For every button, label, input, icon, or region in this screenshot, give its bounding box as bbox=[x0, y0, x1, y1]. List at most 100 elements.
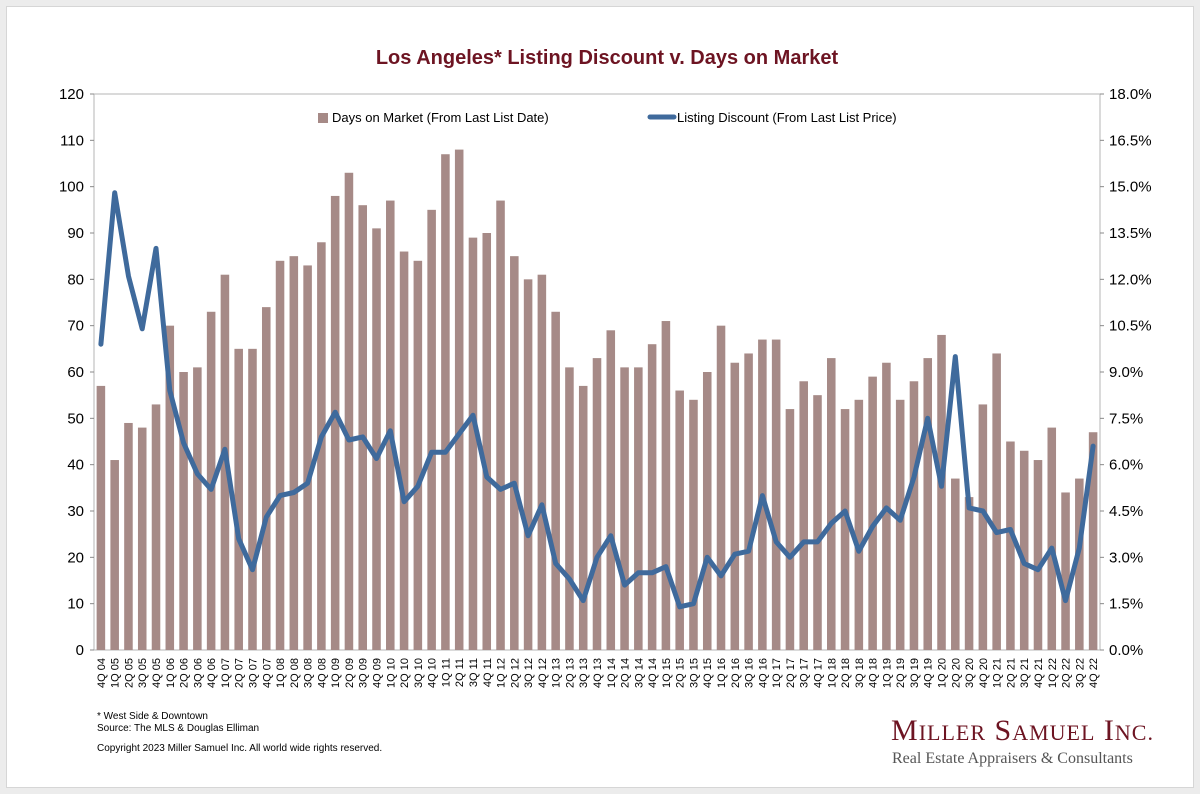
right-axis-tick-label: 12.0% bbox=[1109, 271, 1152, 288]
bar-2q-20 bbox=[951, 478, 960, 650]
x-axis-tick-label: 2Q 17 bbox=[785, 658, 797, 688]
left-axis-tick-label: 40 bbox=[67, 457, 84, 474]
bar-3q-08 bbox=[303, 265, 312, 650]
bar-4q-15 bbox=[702, 372, 712, 650]
bar-2q-10 bbox=[399, 251, 409, 651]
chart-frame: Los Angeles* Listing Discount v. Days on… bbox=[6, 6, 1194, 788]
bar-2q-06 bbox=[179, 372, 188, 650]
right-axis-tick-label: 16.5% bbox=[1109, 132, 1152, 149]
x-axis-tick-label: 1Q 14 bbox=[606, 658, 618, 688]
bar-1q-06 bbox=[165, 325, 175, 650]
bar-3q-21 bbox=[1019, 450, 1029, 650]
bar-4q-19 bbox=[923, 358, 933, 650]
x-axis-tick-label: 1Q 17 bbox=[771, 658, 783, 688]
x-axis-tick-label: 2Q 14 bbox=[620, 658, 632, 688]
bar-2q-05 bbox=[124, 422, 133, 650]
bar-1q-10 bbox=[386, 200, 395, 651]
left-axis-tick-label: 30 bbox=[67, 503, 84, 520]
x-axis-tick-label: 4Q 13 bbox=[592, 658, 604, 688]
x-axis-tick-label: 3Q 11 bbox=[468, 658, 480, 687]
bar-2q-21 bbox=[1006, 441, 1015, 650]
bar-1q-18 bbox=[827, 358, 836, 650]
x-axis-tick-label: 3Q 09 bbox=[358, 658, 370, 688]
x-axis-tick-label: 3Q 15 bbox=[688, 658, 700, 688]
x-axis-tick-label: 4Q 22 bbox=[1088, 658, 1100, 688]
x-axis-tick-label: 1Q 09 bbox=[330, 658, 342, 688]
bar-3q-17 bbox=[799, 381, 808, 650]
x-axis-tick-label: 2Q 06 bbox=[179, 658, 191, 688]
bar-3q-19 bbox=[909, 381, 919, 650]
x-axis-tick-label: 2Q 09 bbox=[344, 658, 356, 688]
x-axis-tick-label: 4Q 15 bbox=[702, 658, 714, 688]
footnote-copyright: Copyright 2023 Miller Samuel Inc. All wo… bbox=[97, 743, 383, 754]
x-axis-tick-label: 3Q 14 bbox=[633, 658, 645, 688]
chart: Los Angeles* Listing Discount v. Days on… bbox=[59, 47, 1152, 688]
right-axis-tick-label: 13.5% bbox=[1109, 225, 1152, 242]
bar-2q-17 bbox=[785, 409, 795, 650]
company-logo-name: MILLER SAMUEL INC. bbox=[891, 714, 1154, 747]
x-axis-tick-label: 3Q 21 bbox=[1019, 658, 1031, 688]
bar-3q-20 bbox=[964, 497, 974, 650]
x-axis-tick-label: 4Q 16 bbox=[757, 658, 769, 688]
x-axis-tick-label: 4Q 10 bbox=[427, 658, 439, 688]
bar-3q-16 bbox=[744, 353, 753, 650]
left-axis-tick-label: 10 bbox=[67, 596, 84, 613]
bar-3q-11 bbox=[468, 237, 478, 650]
right-axis-tick-label: 18.0% bbox=[1109, 86, 1152, 103]
company-logo-tagline: Real Estate Appraisers & Consultants bbox=[892, 750, 1133, 767]
x-axis-tick-label: 3Q 22 bbox=[1074, 658, 1086, 688]
x-axis-tick-label: 4Q 11 bbox=[482, 658, 494, 687]
x-axis-tick-label: 2Q 16 bbox=[730, 658, 742, 688]
x-axis-tick-label: 4Q 18 bbox=[868, 658, 880, 688]
bar-3q-13 bbox=[578, 385, 588, 650]
x-axis-tick-label: 1Q 19 bbox=[881, 658, 893, 688]
x-axis-tick-label: 1Q 16 bbox=[716, 658, 728, 688]
x-axis-tick-label: 4Q 09 bbox=[372, 658, 384, 688]
bar-1q-12 bbox=[496, 200, 505, 651]
right-axis-tick-label: 3.0% bbox=[1109, 549, 1143, 566]
left-axis-tick-label: 120 bbox=[59, 86, 84, 103]
bar-2q-13 bbox=[565, 367, 574, 650]
x-axis-tick-label: 4Q 04 bbox=[96, 658, 108, 688]
footnote-source: Source: The MLS & Douglas Elliman bbox=[97, 723, 260, 734]
bar-4q-07 bbox=[261, 307, 271, 650]
x-axis-tick-label: 2Q 05 bbox=[123, 658, 135, 688]
bar-1q-13 bbox=[551, 311, 560, 650]
left-axis-tick-label: 110 bbox=[60, 132, 84, 149]
x-axis-tick-label: 3Q 18 bbox=[854, 658, 866, 688]
bar-1q-11 bbox=[441, 154, 450, 650]
bar-2q-16 bbox=[730, 362, 740, 650]
x-axis-tick-label: 1Q 21 bbox=[992, 658, 1004, 688]
bar-1q-20 bbox=[937, 334, 946, 650]
x-axis-tick-label: 2Q 18 bbox=[840, 658, 852, 688]
x-axis-tick-label: 2Q 08 bbox=[289, 658, 301, 688]
x-axis-tick-label: 4Q 19 bbox=[923, 658, 935, 688]
bar-1q-05 bbox=[110, 460, 119, 650]
bar-3q-22 bbox=[1075, 478, 1084, 650]
bar-3q-07 bbox=[248, 348, 257, 650]
x-axis-tick-label: 4Q 14 bbox=[647, 658, 659, 688]
bar-4q-21 bbox=[1033, 460, 1043, 650]
bar-2q-14 bbox=[620, 367, 629, 650]
bar-4q-11 bbox=[482, 233, 492, 650]
bar-3q-12 bbox=[523, 279, 533, 650]
x-axis-tick-label: 4Q 21 bbox=[1033, 658, 1045, 688]
bar-1q-16 bbox=[716, 325, 726, 650]
x-axis-tick-label: 1Q 20 bbox=[937, 658, 949, 688]
x-axis-tick-label: 2Q 19 bbox=[895, 658, 907, 688]
x-axis-tick-label: 2Q 21 bbox=[1005, 658, 1017, 688]
right-axis-tick-label: 9.0% bbox=[1109, 364, 1143, 381]
bar-1q-17 bbox=[771, 339, 781, 650]
x-axis-tick-label: 3Q 17 bbox=[799, 658, 811, 688]
x-axis-tick-label: 4Q 12 bbox=[537, 658, 549, 688]
x-axis-tick-label: 1Q 18 bbox=[826, 658, 838, 688]
x-axis-tick-label: 4Q 07 bbox=[261, 658, 273, 688]
bar-3q-14 bbox=[634, 367, 643, 650]
x-axis-tick-label: 1Q 13 bbox=[551, 658, 563, 688]
bar-1q-14 bbox=[606, 330, 616, 650]
bar-1q-21 bbox=[992, 353, 1001, 650]
right-axis-tick-label: 10.5% bbox=[1109, 318, 1152, 335]
x-axis-tick-label: 2Q 11 bbox=[454, 658, 466, 687]
bar-3q-15 bbox=[689, 399, 698, 650]
left-axis-tick-label: 60 bbox=[67, 364, 84, 381]
